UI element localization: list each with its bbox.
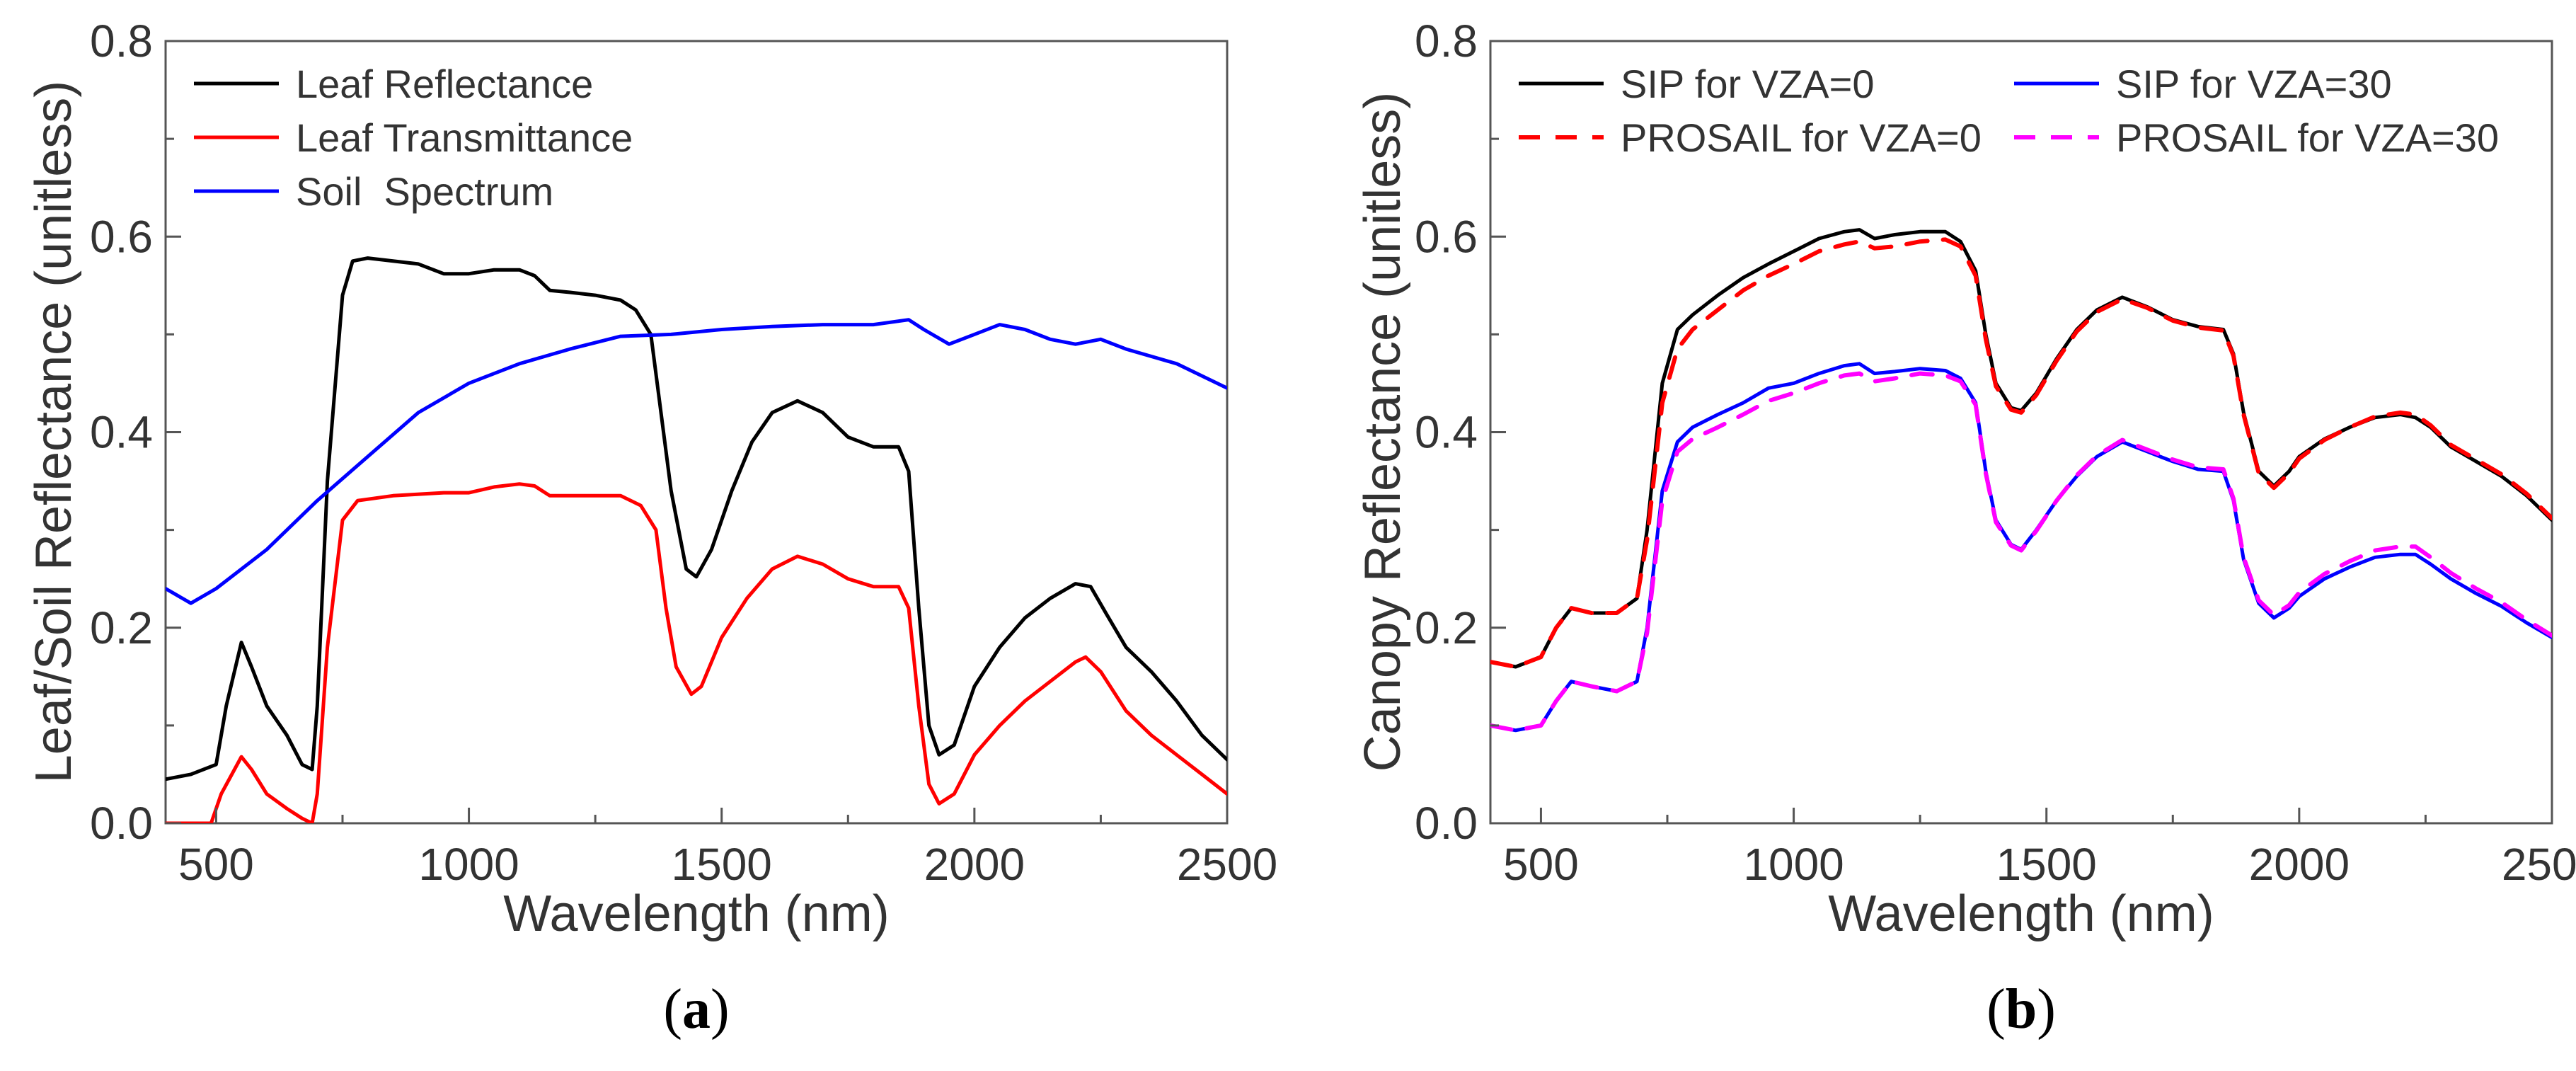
panel-a-legend-label-soil-spectrum: Soil Spectrum <box>296 169 553 214</box>
panel-b-legend-label-prosail-for-vza-30: PROSAIL for VZA=30 <box>2116 115 2499 160</box>
panel-b-y-tick-label-0-0: 0.0 <box>1415 798 1478 849</box>
panel-b-legend-label-sip-for-vza-0: SIP for VZA=0 <box>1621 62 1874 106</box>
panel-a-caption-close: ) <box>711 978 730 1041</box>
panel-a-legend-label-leaf-reflectance: Leaf Reflectance <box>296 62 593 106</box>
panel-b-x-tick-label-1000: 1000 <box>1743 839 1844 890</box>
panel-a-x-axis-label: Wavelength (nm) <box>503 886 890 942</box>
panel-a-y-tick-label-0-8: 0.8 <box>90 16 153 67</box>
panel-b-x-tick-label-1500: 1500 <box>1996 839 2097 890</box>
panel-b-series-prosail-for-vza-30 <box>1490 371 2552 733</box>
panel-b-x-tick-label-2000: 2000 <box>2249 839 2350 890</box>
panel-a-y-tick-label-0-6: 0.6 <box>90 211 153 262</box>
panel-b-caption-close: ) <box>2037 978 2056 1041</box>
panel-a-y-ticks: 0.0 0.2 0.4 0.6 0.8 <box>90 16 181 849</box>
panel-a-legend-label-leaf-transmittance: Leaf Transmittance <box>296 115 633 160</box>
panel-b-caption-letter: b <box>2006 978 2037 1041</box>
panel-b-x-ticks: 500 1000 1500 2000 2500 <box>1503 808 2576 890</box>
panel-a-legend: Leaf Reflectance Leaf Transmittance Soil S… <box>194 62 633 214</box>
panel-a-series-leaf-reflectance <box>166 256 1227 781</box>
panel-b-chart: 500 1000 1500 2000 2500 0.0 0.2 0.4 0.6 0.8 SIP … <box>1355 16 2576 1041</box>
panel-b-x-tick-label-500: 500 <box>1503 839 1579 890</box>
panel-a-y-tick-label-0-4: 0.4 <box>90 407 153 458</box>
panel-a-caption-open: ( <box>663 978 682 1041</box>
panel-b-series-layer <box>1490 228 2552 733</box>
panel-a-x-tick-label-1000: 1000 <box>418 839 519 890</box>
panel-b-x-axis-label: Wavelength (nm) <box>1828 886 2214 942</box>
panel-b-y-tick-label-0-4: 0.4 <box>1415 407 1478 458</box>
panel-b-y-ticks: 0.0 0.2 0.4 0.6 0.8 <box>1415 16 1506 849</box>
panel-b-y-tick-label-0-8: 0.8 <box>1415 16 1478 67</box>
panel-b-legend-label-sip-for-vza-30: SIP for VZA=30 <box>2116 62 2392 106</box>
panel-b-legend-label-prosail-for-vza-0: PROSAIL for VZA=0 <box>1621 115 1982 160</box>
panel-b-y-tick-label-0-6: 0.6 <box>1415 211 1478 262</box>
panel-b-x-tick-label-2500: 2500 <box>2502 839 2576 890</box>
panel-b-caption-open: ( <box>1986 978 2006 1041</box>
panel-b-legend: SIP for VZA=0 PROSAIL for VZA=0 SIP for VZ… <box>1519 62 2499 160</box>
panel-a-caption: (a) <box>663 978 729 1041</box>
panel-a-chart: 500 1000 1500 2000 2500 0.0 0.2 0.4 0.6 0.8 Leaf… <box>25 16 1277 1041</box>
panel-a-series-leaf-transmittance <box>166 482 1227 823</box>
panel-a-x-tick-label-500: 500 <box>178 839 254 890</box>
panel-a-caption-letter: a <box>682 978 711 1041</box>
panel-a-y-axis-label: Leaf/Soil Reflectance (unitless) <box>25 81 82 784</box>
panel-a-x-tick-label-2000: 2000 <box>924 839 1025 890</box>
panel-b-y-tick-label-0-2: 0.2 <box>1415 602 1478 653</box>
panel-b-series-prosail-for-vza-0 <box>1490 237 2552 669</box>
panel-b-caption: (b) <box>1986 978 2056 1041</box>
panel-a-x-ticks: 500 1000 1500 2000 2500 <box>178 808 1277 890</box>
panel-a-y-tick-label-0-2: 0.2 <box>90 602 153 653</box>
panel-a-series-layer <box>166 256 1227 823</box>
panel-a-x-tick-label-1500: 1500 <box>672 839 772 890</box>
panel-a-series-soil-spectrum <box>166 318 1227 605</box>
panel-b-y-axis-label: Canopy Reflectance (unitless) <box>1355 92 1411 772</box>
panel-a-x-tick-label-2500: 2500 <box>1177 839 1277 890</box>
panel-a-y-tick-label-0-0: 0.0 <box>90 798 153 849</box>
